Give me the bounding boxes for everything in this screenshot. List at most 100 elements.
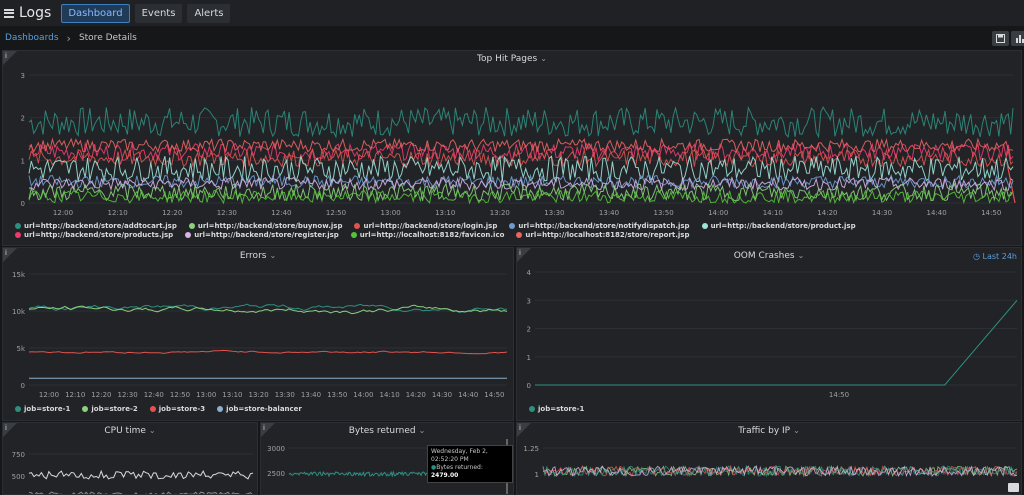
breadcrumb: Dashboards › Store Details <box>0 26 1024 50</box>
hamburger-icon[interactable] <box>4 8 14 18</box>
legend: job=store-1 job=store-2 job=store-3 job=sto… <box>15 404 505 413</box>
x-tick-label: 14:00 <box>708 209 728 217</box>
x-tick-label: 12:30 <box>217 209 237 217</box>
legend-item[interactable]: job=store-balancer <box>217 404 302 413</box>
series-line <box>28 176 1014 192</box>
tooltip-time: Wednesday, Feb 2, 02:52:20 PM <box>431 448 488 463</box>
legend-item[interactable]: job=store-3 <box>149 404 205 413</box>
app-title: Logs <box>19 5 52 21</box>
top-bar: Logs Dashboard Events Alerts <box>0 0 1024 26</box>
series-line <box>542 464 1018 478</box>
legend-label: job=store-2 <box>91 404 138 413</box>
legend-color-swatch <box>188 222 195 229</box>
x-tick-label: 14:50 <box>484 391 504 399</box>
legend-item[interactable]: job=store-2 <box>82 404 138 413</box>
keyboard-icon[interactable] <box>1008 483 1019 492</box>
y-tick-label: 0 <box>527 382 531 390</box>
x-tick-label: 13:50 <box>654 209 674 217</box>
legend-item[interactable]: url=http://backend/store/product.jsp <box>701 221 856 230</box>
x-tick-label: 13:30 <box>275 391 295 399</box>
info-icon: i <box>519 424 521 432</box>
panel-title[interactable]: Traffic by IP ⌄ <box>738 426 800 436</box>
info-icon: i <box>263 424 265 432</box>
series-line <box>28 303 508 313</box>
panel-title[interactable]: OOM Crashes ⌄ <box>733 251 805 261</box>
legend-item[interactable]: job=store-1 <box>15 404 70 413</box>
series-line <box>28 148 1014 169</box>
nav-dashboard-button[interactable]: Dashboard <box>61 3 130 23</box>
series-line <box>28 141 1014 163</box>
oom-crashes-chart: 0 1 2 3 4 14:50 <box>527 269 1018 399</box>
panel-title[interactable]: Errors ⌄ <box>239 251 277 261</box>
legend-color-swatch <box>217 405 224 412</box>
save-button[interactable] <box>992 31 1009 46</box>
y-tick-label: 3 <box>527 297 531 305</box>
panel-info-corner[interactable] <box>3 248 17 262</box>
panel-title[interactable]: Bytes returned ⌄ <box>348 426 426 436</box>
panel-info-corner[interactable] <box>3 51 17 65</box>
x-tick-label: 13:10 <box>435 209 455 217</box>
x-tick-label: 12:00 <box>53 209 73 217</box>
series-line <box>28 491 253 494</box>
panel-info-corner[interactable] <box>261 423 275 437</box>
y-tick-label: 3000 <box>267 445 285 453</box>
legend-label: url=http://backend/store/product.jsp <box>710 221 856 230</box>
legend-item[interactable]: url=http://backend/store/notifydispatch.… <box>509 221 690 230</box>
panel-title[interactable]: Top Hit Pages ⌄ <box>477 54 547 64</box>
top-hit-pages-chart: 0 1 2 3 12:00 12:10 12:20 12:30 12:40 12:50 13:00 1… <box>21 72 1016 217</box>
y-tick-label: 1 <box>535 471 539 479</box>
legend-item[interactable]: url=http://backend/store/login.jsp <box>354 221 497 230</box>
y-tick-label: 2 <box>21 115 25 123</box>
x-tick-label: 14:30 <box>432 391 452 399</box>
legend-item[interactable]: url=http://localhost:8182/store/report.j… <box>516 230 689 239</box>
legend-item[interactable]: url=http://backend/store/register.jsp <box>185 230 339 239</box>
y-tick-label: 0 <box>21 200 25 208</box>
breadcrumb-dashboards-link[interactable]: Dashboards <box>5 33 59 43</box>
series-line <box>542 465 1017 478</box>
y-tick-label: 0 <box>21 382 25 390</box>
x-tick-label: 14:30 <box>872 209 892 217</box>
x-tick-label: 14:20 <box>817 209 837 217</box>
traffic-by-ip-panel: i Traffic by IP ⌄ 1 1.25 <box>516 422 1022 495</box>
add-panel-button[interactable] <box>1011 31 1024 46</box>
y-tick-label: 2500 <box>267 470 285 478</box>
y-tick-label: 15k <box>12 271 26 279</box>
series-line <box>535 299 1018 386</box>
panel-info-corner[interactable] <box>3 423 17 437</box>
tooltip-series-dot: ● <box>431 464 437 471</box>
x-tick-label: 13:20 <box>249 391 269 399</box>
nav-alerts-button[interactable]: Alerts <box>187 3 231 23</box>
legend-color-swatch <box>701 222 708 229</box>
legend-item[interactable]: url=http://backend/store/buynow.jsp <box>188 221 342 230</box>
x-tick-label: 13:40 <box>599 209 619 217</box>
legend-item[interactable]: url=http://localhost:8182/favicon.ico <box>350 230 504 239</box>
nav-events-button[interactable]: Events <box>134 3 183 23</box>
x-tick-label: 14:10 <box>763 209 783 217</box>
tooltip: Wednesday, Feb 2, 02:52:20 PM ●Bytes ret… <box>427 445 513 483</box>
x-tick-label: 12:10 <box>65 391 85 399</box>
series-line <box>542 465 1018 478</box>
x-tick-label: 13:40 <box>301 391 321 399</box>
y-tick-label: 750 <box>12 451 25 459</box>
bar-chart-icon <box>1016 35 1024 43</box>
legend-item[interactable]: url=http://backend/store/products.jsp <box>15 230 173 239</box>
legend-color-swatch <box>82 405 89 412</box>
series-line <box>28 105 1014 139</box>
x-tick-label: 13:00 <box>381 209 401 217</box>
x-tick-label: 14:50 <box>981 209 1001 217</box>
x-tick-label: 14:20 <box>406 391 426 399</box>
legend-label: url=http://localhost:8182/store/report.j… <box>525 230 690 239</box>
panel-info-corner[interactable] <box>517 423 531 437</box>
legend-item[interactable]: url=http://backend/store/addtocart.jsp <box>15 221 177 230</box>
chevron-down-icon: ⌄ <box>797 251 805 260</box>
panel-info-corner[interactable] <box>517 248 531 262</box>
time-range-picker[interactable]: ◷ Last 24h <box>973 252 1017 261</box>
series-line <box>28 349 508 355</box>
breadcrumb-current: Store Details <box>78 33 137 43</box>
legend-item[interactable]: job=store-1 <box>529 404 584 413</box>
legend: job=store-1 <box>529 404 1009 413</box>
info-icon: i <box>5 424 7 432</box>
legend-color-swatch <box>529 405 535 412</box>
series-drop <box>1006 162 1016 204</box>
panel-title[interactable]: CPU time ⌄ <box>104 426 156 436</box>
